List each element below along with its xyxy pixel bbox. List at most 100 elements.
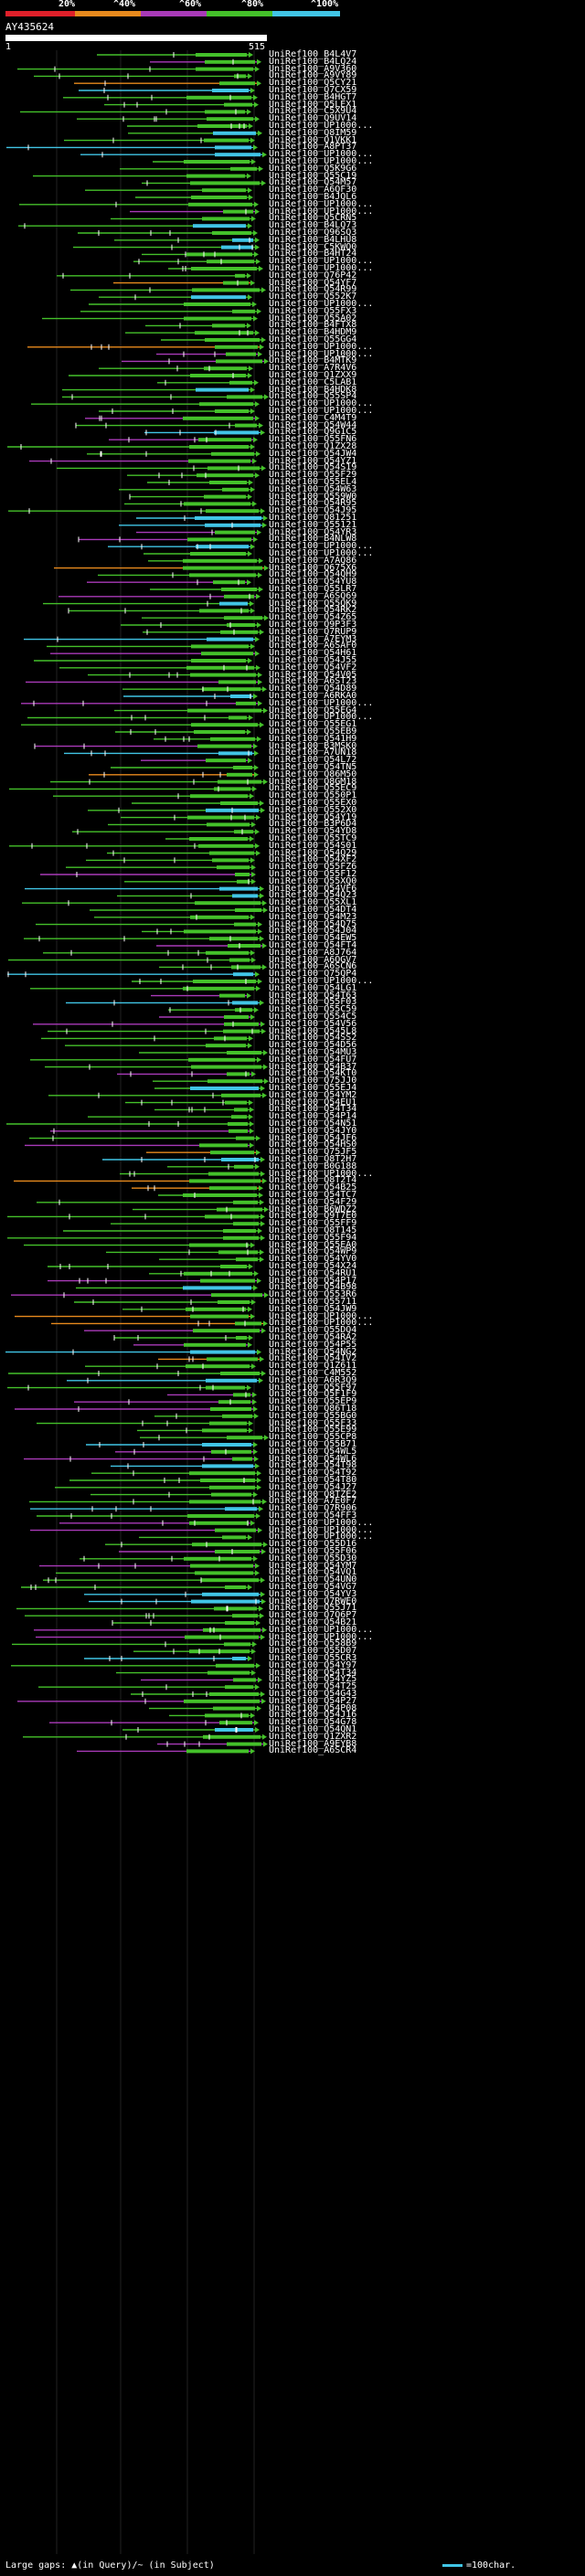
hit-label[interactable]: UniRef100_B3P6D4 — [269, 819, 357, 830]
hit-label[interactable]: UniRef100_Q8T145 — [269, 1225, 357, 1235]
hit-label[interactable]: UniRef100_Q54M23 — [269, 911, 357, 922]
hit-label[interactable]: UniRef100_Q55D30 — [269, 1553, 357, 1564]
hit-label[interactable]: UniRef100_C4M4T9 — [269, 412, 357, 423]
hit-label[interactable]: UniRef100_Q55D16 — [269, 1539, 357, 1550]
hit-label[interactable]: UniRef100_Q9P3F3 — [269, 620, 357, 630]
hit-label[interactable]: UniRef100_Q55EJ4 — [269, 1083, 357, 1093]
hit-label[interactable]: UniRef100_B4FTX8 — [269, 320, 357, 331]
hit-label[interactable]: UniRef100_Q54DT4 — [269, 905, 357, 915]
hit-label[interactable]: UniRef100_Q54P08 — [269, 1702, 357, 1713]
hit-label[interactable]: UniRef100_Q54UN0 — [269, 1574, 357, 1585]
hit-label[interactable]: UniRef100_Q54G78 — [269, 1717, 357, 1728]
hit-label[interactable]: UniRef100_UP1000... — [269, 121, 374, 131]
hit-label[interactable]: UniRef100_Q54P17 — [269, 1275, 357, 1286]
hit-label[interactable]: UniRef100_Q54T63 — [269, 990, 357, 1001]
hit-label[interactable]: UniRef100_Q54YR3 — [269, 526, 357, 537]
hit-label[interactable]: UniRef100_Q541H9 — [269, 733, 357, 744]
hit-label[interactable]: UniRef100_Q54S19 — [269, 462, 357, 473]
hit-label[interactable]: UniRef100_UP1000... — [269, 149, 374, 160]
hit-label[interactable]: UniRef100_UP1000... — [269, 1168, 374, 1179]
hit-label[interactable]: UniRef100_Q54S01 — [269, 840, 357, 851]
hit-label[interactable]: UniRef100_B4LHU8 — [269, 234, 357, 245]
hit-label[interactable]: UniRef100_Q55B71 — [269, 1439, 357, 1449]
hit-label[interactable]: UniRef100_Q55F06 — [269, 1546, 357, 1556]
hit-label[interactable]: UniRef100_Q54FU7 — [269, 1054, 357, 1065]
hit-label[interactable]: UniRef100_Q9UV14 — [269, 113, 357, 124]
hit-label[interactable]: UniRef100_Q54TC7 — [269, 1190, 357, 1200]
hit-label[interactable]: UniRef100_B4HGT7 — [269, 91, 357, 102]
hit-label[interactable]: UniRef100_Q55DQ4 — [269, 1325, 357, 1336]
hit-label[interactable]: UniRef100_A6RKA0 — [269, 691, 357, 701]
hit-label[interactable]: UniRef100_UP1000... — [269, 406, 374, 416]
hit-label[interactable]: UniRef100_A6SCR4 — [269, 1745, 357, 1756]
hit-label[interactable]: UniRef100_Q54J55 — [269, 655, 357, 665]
hit-label[interactable]: UniRef100_Q54LG1 — [269, 982, 357, 993]
hit-label[interactable]: UniRef100_Q54R99 — [269, 284, 357, 295]
hit-label[interactable]: UniRef100_Q54D56 — [269, 1040, 357, 1051]
hit-label[interactable]: UniRef100_Q55EP9 — [269, 1396, 357, 1407]
hit-label[interactable]: UniRef100_Q54EU1 — [269, 1097, 357, 1108]
hit-label[interactable]: UniRef100_Q5F1F9 — [269, 1389, 357, 1400]
hit-label[interactable]: UniRef100_Q54EW5 — [269, 933, 357, 944]
hit-label[interactable]: UniRef100_Q5K9G6 — [269, 163, 357, 174]
hit-label[interactable]: UniRef100_Q55BG0 — [269, 1410, 357, 1421]
hit-label[interactable]: UniRef100_C4M552 — [269, 1368, 357, 1378]
hit-label[interactable]: UniRef100_Q54V05 — [269, 669, 357, 680]
hit-label[interactable]: UniRef100_Q7RWE0 — [269, 1595, 357, 1606]
hit-label[interactable]: UniRef100_Q8GM18 — [269, 776, 357, 787]
hit-label[interactable]: UniRef100_Q54B25 — [269, 1182, 357, 1193]
hit-label[interactable]: UniRef100_Q55E99 — [269, 1425, 357, 1436]
hit-label[interactable]: UniRef100_A7UN18 — [269, 747, 357, 758]
hit-label[interactable]: UniRef100_Q55F03 — [269, 997, 357, 1008]
hit-label[interactable]: UniRef100_A6SCN6 — [269, 961, 357, 972]
hit-label[interactable]: UniRef100_Q54N51 — [269, 1118, 357, 1129]
hit-label[interactable]: UniRef100_Q54D75 — [269, 918, 357, 929]
hit-label[interactable]: UniRef100_Q559W0 — [269, 491, 357, 502]
hit-label[interactable]: UniRef100_Q55QK9 — [269, 598, 357, 609]
hit-label[interactable]: UniRef100_Q54J16 — [269, 1710, 357, 1721]
hit-label[interactable]: UniRef100_A7EYM3 — [269, 633, 357, 644]
hit-label[interactable]: UniRef100_Q8T2T4 — [269, 1175, 357, 1186]
hit-label[interactable]: UniRef100_Q55A02 — [269, 313, 357, 323]
hit-label[interactable]: UniRef100_A7E0F7 — [269, 1496, 357, 1507]
hit-label[interactable]: UniRef100_Q54J27 — [269, 1481, 357, 1492]
hit-label[interactable]: UniRef100_Q55F12 — [269, 869, 357, 879]
hit-label[interactable]: UniRef100_Q54VF2 — [269, 662, 357, 673]
hit-label[interactable]: UniRef100_C5KWQ0 — [269, 241, 357, 252]
hit-label[interactable]: UniRef100_Q55CP8 — [269, 1432, 357, 1443]
hit-label[interactable]: UniRef100_Q55C59 — [269, 1004, 357, 1015]
hit-label[interactable]: UniRef100_UP1000... — [269, 1310, 374, 1321]
hit-label[interactable]: UniRef100_Q54IV2 — [269, 1353, 357, 1364]
hit-label[interactable]: UniRef100_Q54YD8 — [269, 826, 357, 837]
hit-label[interactable]: UniRef100_Q81251 — [269, 513, 357, 523]
hit-label[interactable]: UniRef100_A7R4V6 — [269, 363, 357, 374]
hit-label[interactable]: UniRef100_Q54RU1 — [269, 1267, 357, 1278]
hit-label[interactable]: UniRef100_Q54WL5 — [269, 1446, 357, 1457]
hit-label[interactable]: UniRef100_Q54KT0 — [269, 1068, 357, 1079]
hit-label[interactable]: UniRef100_A9VY89 — [269, 70, 357, 81]
hit-label[interactable]: UniRef100_Q55D07 — [269, 1646, 357, 1657]
hit-label[interactable]: UniRef100_UP1000... — [269, 263, 374, 273]
hit-label[interactable]: UniRef100_UP1000... — [269, 697, 374, 708]
hit-label[interactable]: UniRef100_Q54YV0 — [269, 1254, 357, 1265]
hit-label[interactable]: UniRef100_Q55SP4 — [269, 391, 357, 402]
hit-label[interactable]: UniRef100_Q54H61 — [269, 648, 357, 659]
hit-label[interactable]: UniRef100_Q55EG1 — [269, 719, 357, 730]
hit-label[interactable]: UniRef100_Q5CRN5 — [269, 213, 357, 224]
hit-label[interactable]: UniRef100_Q54T98 — [269, 1460, 357, 1471]
hit-label[interactable]: UniRef100_A7AQ86 — [269, 555, 357, 566]
hit-label[interactable]: UniRef100_Q54J04 — [269, 926, 357, 937]
hit-label[interactable]: UniRef100_A6SQ69 — [269, 590, 357, 601]
hit-label[interactable]: UniRef100_Q76P42 — [269, 270, 357, 281]
hit-label[interactable]: UniRef100_Q54QN1 — [269, 1724, 357, 1734]
hit-label[interactable]: UniRef100_Q54M57 — [269, 177, 357, 188]
hit-label[interactable]: UniRef100_B4LQ73 — [269, 220, 357, 231]
hit-label[interactable]: UniRef100_Q54J95 — [269, 505, 357, 516]
hit-label[interactable]: UniRef100_Q55EB9 — [269, 726, 357, 737]
hit-label[interactable]: UniRef100_Q54HS0 — [269, 1140, 357, 1150]
hit-label[interactable]: UniRef100_Q54T80 — [269, 1475, 357, 1485]
hit-label[interactable]: UniRef100_B0G188 — [269, 1161, 357, 1171]
hit-label[interactable]: UniRef100_Q75QP4 — [269, 969, 357, 980]
hit-label[interactable]: UniRef100_Q54VF6 — [269, 883, 357, 894]
hit-label[interactable]: UniRef100_A8PT37 — [269, 142, 357, 153]
